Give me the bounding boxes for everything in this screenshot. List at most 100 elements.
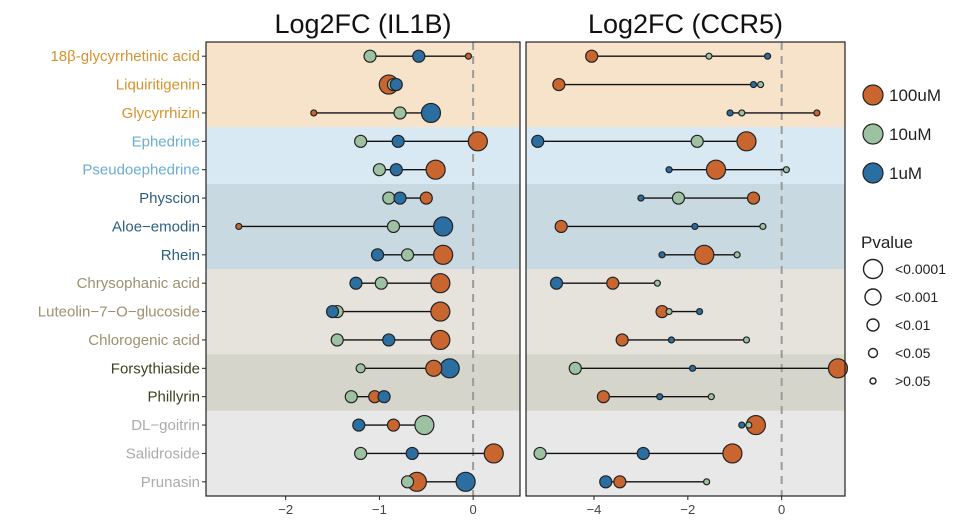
row-group-band xyxy=(526,127,845,184)
point-1um xyxy=(695,307,704,316)
point-1um xyxy=(637,194,645,202)
point-100um xyxy=(425,159,446,180)
pvalue-legend-key xyxy=(869,377,877,385)
pvalue-legend-key xyxy=(862,258,884,280)
point-10um xyxy=(355,363,366,374)
legend-key-10um xyxy=(862,123,884,145)
point-1um xyxy=(531,134,545,148)
x-tick-label: −2 xyxy=(278,502,293,517)
compound-label: Liquiritigenin xyxy=(116,77,200,94)
point-100um xyxy=(430,329,451,351)
point-1um xyxy=(382,333,396,347)
compound-label: DL−goitrin xyxy=(131,417,200,434)
point-1um xyxy=(726,109,734,117)
point-100um xyxy=(467,131,488,152)
point-1um xyxy=(749,80,758,89)
point-1um xyxy=(656,393,664,401)
point-1um xyxy=(636,446,650,461)
x-tick-label: 0 xyxy=(778,502,785,517)
point-1um xyxy=(412,49,426,63)
pvalue-legend-title: Pvalue xyxy=(861,233,913,252)
pvalue-legend-label: <0.05 xyxy=(895,345,931,361)
point-10um xyxy=(671,191,686,205)
legend-key-1um xyxy=(862,162,884,184)
point-100um xyxy=(430,273,451,294)
point-10um xyxy=(782,166,790,174)
point-100um xyxy=(722,443,743,464)
point-1um xyxy=(455,471,476,492)
point-1um xyxy=(420,102,442,124)
point-10um xyxy=(665,307,673,316)
point-1um xyxy=(688,364,697,372)
compound-label: Glycyrrhizin xyxy=(122,105,200,122)
point-1um xyxy=(665,166,673,174)
point-100um xyxy=(310,109,318,117)
x-tick-label: −4 xyxy=(587,502,602,517)
point-100um xyxy=(386,418,401,432)
point-100um xyxy=(694,244,715,265)
compound-label: Aloe−emodin xyxy=(112,218,200,235)
point-100um xyxy=(615,333,629,347)
point-1um xyxy=(599,475,613,489)
legend-key-100um xyxy=(862,84,884,106)
compound-label: Phillyrin xyxy=(147,389,200,406)
compound-label: Chlorogenic acid xyxy=(88,332,200,349)
point-100um xyxy=(433,244,454,265)
row-group-band xyxy=(206,354,520,411)
point-1um xyxy=(370,248,385,262)
point-100um xyxy=(705,159,727,180)
x-tick-label: −2 xyxy=(680,502,695,517)
point-1um xyxy=(393,191,407,205)
point-1um xyxy=(691,222,699,231)
point-1um xyxy=(667,336,676,344)
point-10um xyxy=(414,414,435,436)
point-100um xyxy=(554,219,568,234)
compound-label: Prunasin xyxy=(141,474,200,491)
point-10um xyxy=(354,134,368,148)
point-100um xyxy=(419,191,433,205)
point-10um xyxy=(400,475,415,489)
point-100um xyxy=(736,131,757,152)
point-1um xyxy=(377,390,391,404)
compound-label: Physcion xyxy=(139,190,200,207)
point-100um xyxy=(425,359,443,377)
point-1um xyxy=(325,304,340,319)
point-10um xyxy=(703,478,711,486)
point-100um xyxy=(613,475,627,489)
point-1um xyxy=(389,77,403,92)
point-100um xyxy=(235,222,243,231)
x-tick-label: 0 xyxy=(470,502,477,517)
point-10um xyxy=(690,134,704,148)
point-10um xyxy=(745,421,753,429)
pvalue-legend-label: <0.01 xyxy=(895,317,931,333)
point-1um xyxy=(433,216,454,237)
point-100um xyxy=(827,358,849,379)
point-1um xyxy=(439,358,460,379)
point-1um xyxy=(549,276,564,290)
point-1um xyxy=(349,276,363,290)
pvalue-legend-label: <0.001 xyxy=(895,289,938,305)
panel-frame xyxy=(525,41,846,497)
compound-label: Luteolin−7−O−glucoside xyxy=(38,304,200,321)
compound-label: 18β-glycyrrhetinic acid xyxy=(50,48,200,65)
point-1um xyxy=(738,421,746,429)
point-10um xyxy=(756,80,765,89)
point-10um xyxy=(382,191,396,205)
point-10um xyxy=(568,361,582,375)
compound-label: Salidroside xyxy=(126,445,200,462)
pvalue-legend-key xyxy=(866,318,880,332)
compound-label: Rhein xyxy=(161,247,200,264)
point-1um xyxy=(389,163,403,177)
pvalue-legend-label: <0.0001 xyxy=(895,261,946,277)
point-10um xyxy=(705,52,713,60)
x-tick-label: −1 xyxy=(372,502,387,517)
point-100um xyxy=(552,77,566,92)
point-1um xyxy=(658,251,666,259)
point-10um xyxy=(533,446,547,461)
point-100um xyxy=(585,49,599,63)
point-100um xyxy=(430,301,451,322)
legend-label: 10uM xyxy=(889,125,932,144)
panel-title: Log2FC (CCR5) xyxy=(588,9,783,39)
point-10um xyxy=(738,109,746,117)
